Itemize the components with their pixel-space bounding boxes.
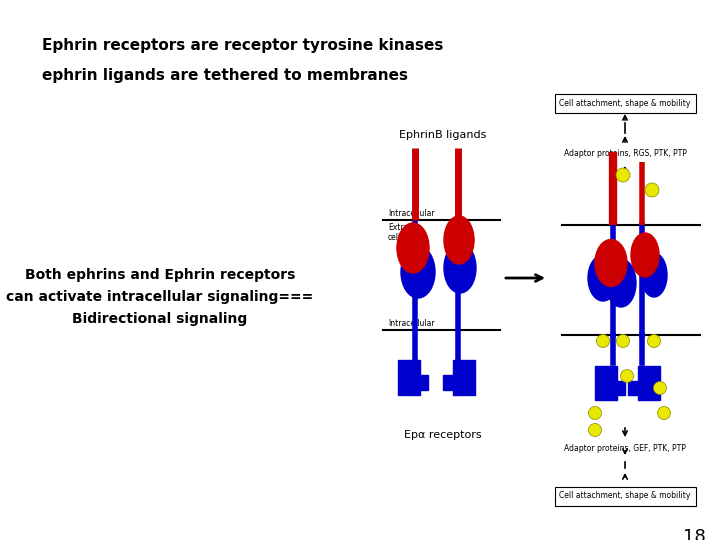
Ellipse shape bbox=[401, 246, 435, 298]
Text: Intracellular: Intracellular bbox=[388, 319, 435, 328]
Ellipse shape bbox=[444, 216, 474, 264]
Bar bbox=[595, 404, 603, 414]
Circle shape bbox=[657, 407, 670, 420]
Text: Adaptor proteins, GEF, PTK, PTP: Adaptor proteins, GEF, PTK, PTP bbox=[564, 444, 686, 453]
FancyBboxPatch shape bbox=[554, 93, 696, 112]
Ellipse shape bbox=[606, 259, 636, 307]
Text: 18: 18 bbox=[683, 528, 706, 540]
Circle shape bbox=[588, 407, 601, 420]
Ellipse shape bbox=[588, 255, 618, 301]
Text: Epα receptors: Epα receptors bbox=[404, 430, 482, 440]
Text: Cell attachment, shape & mobility: Cell attachment, shape & mobility bbox=[559, 491, 690, 501]
Ellipse shape bbox=[444, 243, 476, 293]
Text: Both ephrins and Ephrin receptors: Both ephrins and Ephrin receptors bbox=[24, 268, 295, 282]
Ellipse shape bbox=[641, 253, 667, 297]
Text: Extra: Extra bbox=[388, 223, 408, 232]
Circle shape bbox=[621, 369, 634, 382]
Ellipse shape bbox=[595, 240, 627, 287]
Bar bbox=[443, 375, 453, 390]
Bar bbox=[638, 366, 660, 400]
Text: EphrinB ligands: EphrinB ligands bbox=[400, 130, 487, 140]
Text: ephrin ligands are tethered to membranes: ephrin ligands are tethered to membranes bbox=[42, 68, 408, 83]
Circle shape bbox=[596, 334, 610, 348]
Text: Bidirectional signaling: Bidirectional signaling bbox=[73, 312, 248, 326]
Circle shape bbox=[588, 423, 601, 436]
Circle shape bbox=[647, 334, 660, 348]
Circle shape bbox=[616, 334, 629, 348]
Text: can activate intracellular signaling===: can activate intracellular signaling=== bbox=[6, 290, 314, 304]
Bar bbox=[453, 360, 475, 395]
Bar bbox=[418, 375, 428, 390]
Text: Adaptor proteins, RGS, PTK, PTP: Adaptor proteins, RGS, PTK, PTP bbox=[564, 149, 686, 158]
Circle shape bbox=[616, 168, 630, 182]
FancyBboxPatch shape bbox=[554, 487, 696, 505]
Text: cellular: cellular bbox=[388, 233, 416, 242]
Circle shape bbox=[654, 381, 667, 395]
Ellipse shape bbox=[631, 233, 659, 277]
Text: Cell attachment, shape & mobility: Cell attachment, shape & mobility bbox=[559, 98, 690, 107]
Bar bbox=[615, 381, 625, 395]
Circle shape bbox=[645, 183, 659, 197]
Ellipse shape bbox=[397, 223, 429, 273]
Text: Intracellular: Intracellular bbox=[388, 209, 435, 218]
Text: Ephrin receptors are receptor tyrosine kinases: Ephrin receptors are receptor tyrosine k… bbox=[42, 38, 444, 53]
Bar bbox=[595, 366, 617, 400]
Bar bbox=[650, 404, 658, 414]
Bar bbox=[398, 360, 420, 395]
Bar bbox=[466, 397, 474, 405]
Bar bbox=[628, 381, 638, 395]
Bar bbox=[398, 397, 406, 405]
